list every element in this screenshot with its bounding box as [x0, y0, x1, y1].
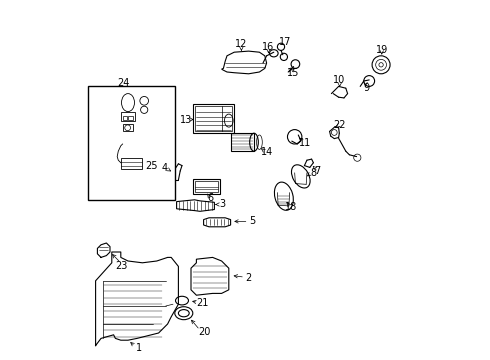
Polygon shape [221, 51, 267, 74]
Text: 5: 5 [249, 216, 255, 226]
Bar [121, 158, 143, 169]
Bar [128, 116, 133, 120]
Text: 25: 25 [145, 161, 158, 171]
Bar [231, 133, 254, 151]
Bar [122, 116, 127, 120]
Text: 13: 13 [180, 114, 192, 125]
Text: 16: 16 [262, 42, 274, 52]
Text: 7: 7 [315, 166, 321, 176]
Text: 6: 6 [207, 193, 213, 203]
Text: 17: 17 [279, 37, 292, 48]
Bar [195, 106, 232, 131]
Text: 18: 18 [285, 202, 297, 212]
Text: 3: 3 [219, 199, 225, 210]
Text: 23: 23 [116, 261, 128, 271]
Text: 2: 2 [245, 273, 252, 283]
Text: 12: 12 [235, 39, 247, 49]
Text: 22: 22 [333, 120, 345, 130]
Text: 21: 21 [196, 298, 209, 309]
Text: 11: 11 [299, 138, 311, 148]
Bar [121, 112, 135, 121]
Text: 19: 19 [376, 45, 388, 55]
Text: 8: 8 [310, 168, 317, 178]
Text: 20: 20 [198, 327, 211, 337]
Bar [88, 86, 175, 200]
Polygon shape [204, 218, 231, 227]
Text: 10: 10 [333, 75, 345, 85]
Bar [193, 104, 234, 133]
Text: 1: 1 [136, 343, 142, 354]
Polygon shape [176, 200, 215, 211]
Bar [193, 179, 220, 194]
Text: 4: 4 [162, 163, 168, 173]
Text: 24: 24 [117, 78, 129, 88]
Text: 14: 14 [261, 147, 273, 157]
Polygon shape [191, 257, 229, 295]
Bar [122, 124, 133, 131]
Text: 15: 15 [287, 68, 299, 78]
Bar [195, 181, 218, 192]
Text: 9: 9 [363, 83, 369, 93]
